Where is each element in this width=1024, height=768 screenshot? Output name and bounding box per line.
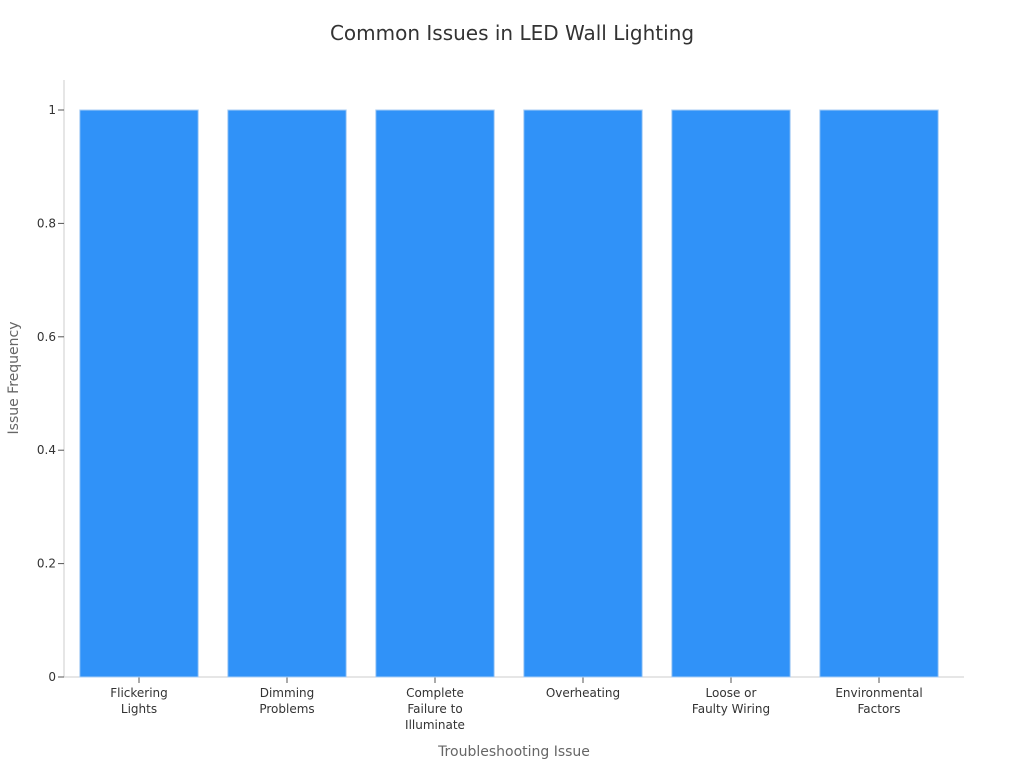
chart-title: Common Issues in LED Wall Lighting [330, 21, 694, 45]
x-axis: Flickering Lights Dimming Problems Complete F… [64, 676, 964, 732]
bar [671, 109, 791, 678]
y-axis-title: Issue Frequency [6, 322, 22, 435]
y-axis: 0 0.2 0.4 0.6 0.8 1 [37, 80, 65, 684]
x-tick-label: Overheating [546, 686, 620, 700]
bars [79, 109, 939, 678]
y-tick-label: 0.6 [37, 330, 56, 344]
x-tick-label: Environmental Factors [835, 686, 922, 716]
bar [523, 109, 643, 678]
y-tick-label: 0.8 [37, 216, 56, 230]
y-tick-label: 0.4 [37, 443, 56, 457]
bar [79, 109, 199, 678]
y-tick-label: 0.2 [37, 557, 56, 571]
x-axis-title: Troubleshooting Issue [437, 744, 590, 760]
x-tick-label: Loose or Faulty Wiring [692, 686, 770, 716]
y-tick-label: 1 [48, 103, 56, 117]
bar [819, 109, 939, 678]
x-tick-label: Complete Failure to Illuminate [405, 686, 465, 732]
x-tick-label: Dimming Problems [259, 686, 314, 716]
y-tick-label: 0 [48, 670, 56, 684]
bar [375, 109, 495, 678]
bar [227, 109, 347, 678]
x-tick-label: Flickering Lights [110, 686, 168, 716]
